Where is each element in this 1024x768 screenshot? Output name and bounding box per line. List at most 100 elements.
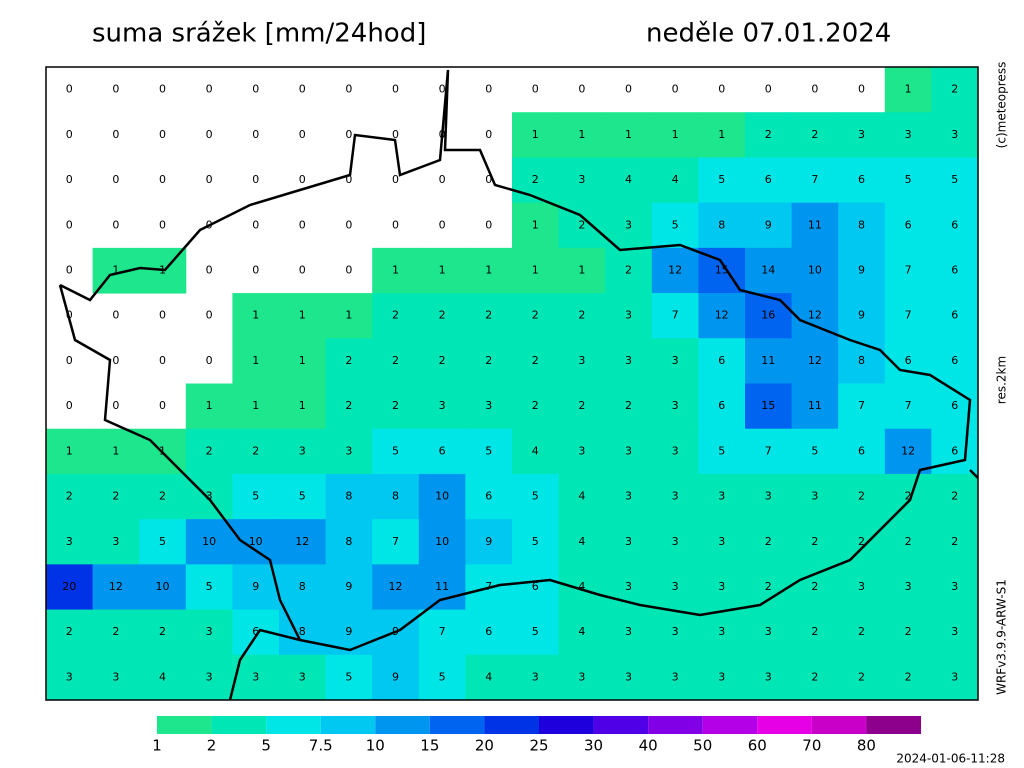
precip-cell — [745, 564, 793, 611]
precip-value: 3 — [811, 490, 818, 503]
precip-value: 6 — [532, 580, 539, 593]
precip-cell — [884, 67, 932, 113]
precip-value: 0 — [159, 309, 166, 322]
precip-cell — [558, 338, 606, 384]
precip-cell — [418, 338, 466, 384]
precip-value: 2 — [905, 625, 912, 638]
precip-value: 5 — [532, 535, 539, 548]
precip-cell — [745, 519, 793, 565]
legend-label: 7.5 — [309, 737, 333, 755]
precip-value: 0 — [625, 83, 632, 96]
precip-value: 8 — [858, 354, 865, 367]
precip-value: 7 — [439, 625, 446, 638]
precip-value: 3 — [718, 490, 725, 503]
precip-value: 6 — [439, 444, 446, 457]
legend-label: 10 — [366, 737, 385, 755]
precip-value: 2 — [252, 444, 259, 457]
precip-cell — [418, 473, 466, 520]
precip-cell — [465, 383, 513, 430]
precip-cell — [931, 247, 979, 294]
precip-value: 7 — [905, 399, 912, 412]
model: WRFv3.9.9-ARW-S1 — [995, 579, 1009, 695]
precip-value: 9 — [858, 309, 865, 322]
precip-value: 1 — [299, 354, 306, 367]
precip-cell — [185, 473, 233, 520]
precip-value: 3 — [485, 399, 492, 412]
precip-value: 0 — [392, 173, 399, 186]
precip-value: 6 — [951, 263, 958, 276]
precip-value: 0 — [159, 218, 166, 231]
legend-swatch — [593, 716, 649, 734]
precip-value: 3 — [578, 173, 585, 186]
precip-value: 0 — [159, 128, 166, 141]
precip-value: 2 — [532, 309, 539, 322]
precip-cell — [558, 293, 606, 339]
precip-cell — [698, 654, 746, 701]
precip-value: 3 — [858, 128, 865, 141]
precip-value: 0 — [252, 83, 259, 96]
precip-cell — [92, 654, 140, 701]
precip-value: 3 — [672, 625, 679, 638]
precip-value: 6 — [858, 444, 865, 457]
precip-value: 1 — [252, 309, 259, 322]
precip-value: 2 — [765, 535, 772, 548]
precip-cell — [92, 519, 140, 565]
precip-value: 3 — [578, 354, 585, 367]
map-frame — [45, 66, 979, 701]
precip-value: 0 — [532, 83, 539, 96]
precip-cell — [232, 473, 280, 520]
precip-value: 0 — [206, 354, 213, 367]
precip-value: 0 — [299, 83, 306, 96]
precip-value: 0 — [66, 218, 73, 231]
legend-swatch — [484, 716, 539, 734]
precip-cell — [279, 609, 327, 656]
precip-value: 2 — [532, 354, 539, 367]
precip-cell — [372, 564, 420, 611]
precip-value: 3 — [252, 670, 259, 683]
precip-cell — [698, 428, 746, 475]
precip-value: 3 — [672, 490, 679, 503]
precip-value: 0 — [66, 399, 73, 412]
precip-value: 0 — [578, 83, 585, 96]
precip-value: 2 — [392, 354, 399, 367]
precip-cell — [791, 338, 839, 384]
precip-value: 3 — [718, 625, 725, 638]
precip-cell — [325, 338, 373, 384]
precip-cell — [372, 473, 420, 520]
precip-value: 6 — [718, 354, 725, 367]
precip-cell — [139, 609, 187, 656]
precip-cell — [465, 338, 513, 384]
precip-cell — [931, 564, 979, 611]
precip-cell — [232, 564, 280, 611]
precip-cell — [884, 202, 932, 249]
precip-value: 3 — [112, 535, 119, 548]
precip-cell — [279, 428, 327, 475]
precip-cell — [745, 293, 793, 339]
precip-value: 0 — [392, 128, 399, 141]
precip-cell — [465, 247, 513, 294]
precip-cell — [185, 428, 233, 475]
precip-value: 2 — [206, 444, 213, 457]
precip-cell — [605, 383, 653, 430]
precip-value: 0 — [672, 83, 679, 96]
precip-cell — [512, 112, 560, 158]
precip-cell — [46, 654, 94, 701]
precip-cell — [46, 428, 94, 475]
precip-value: 1 — [532, 263, 539, 276]
precip-value: 0 — [485, 173, 492, 186]
precip-cell — [605, 157, 653, 204]
precip-value: 3 — [532, 670, 539, 683]
precip-value: 3 — [905, 580, 912, 593]
precip-value: 2 — [345, 354, 352, 367]
precip-cell — [884, 473, 932, 520]
precip-cell — [558, 157, 606, 204]
precip-cell — [92, 564, 140, 611]
legend-label: 60 — [748, 737, 767, 755]
precip-value: 1 — [718, 128, 725, 141]
precip-cell — [698, 519, 746, 565]
precip-value: 5 — [206, 580, 213, 593]
precip-value: 6 — [718, 399, 725, 412]
precip-value: 0 — [252, 128, 259, 141]
precip-cell — [232, 383, 280, 430]
